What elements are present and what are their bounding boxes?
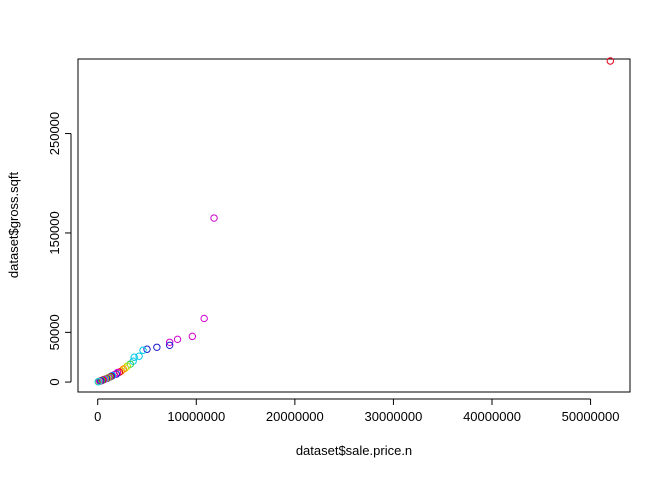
data-point	[210, 214, 218, 222]
y-axis-title: dataset$gross.sqft	[6, 172, 21, 279]
points-layer	[94, 57, 614, 386]
data-point	[173, 335, 182, 344]
data-point	[606, 57, 614, 65]
data-point	[200, 314, 208, 323]
x-tick-label: 40000000	[463, 409, 521, 424]
plot-frame	[77, 58, 631, 393]
x-axis: 0 10000000 20000000 30000000 40000000 5000000…	[94, 398, 620, 424]
data-point	[135, 352, 143, 360]
x-tick-label: 0	[94, 409, 101, 424]
data-point	[153, 343, 161, 351]
x-tick-label: 20000000	[266, 409, 324, 424]
data-point	[165, 341, 174, 349]
y-tick-label: 0	[47, 378, 62, 385]
y-axis: 0 50000 150000 250000	[47, 112, 72, 386]
data-point	[94, 378, 102, 386]
x-tick-label: 50000000	[562, 409, 620, 424]
x-axis-title: dataset$sale.price.n	[296, 443, 412, 458]
data-point	[165, 338, 174, 346]
data-point	[130, 353, 138, 361]
x-tick-label: 10000000	[167, 409, 225, 424]
data-point	[139, 346, 147, 354]
x-tick-label: 30000000	[365, 409, 423, 424]
y-tick-label: 150000	[47, 211, 62, 254]
data-point	[188, 332, 197, 341]
y-tick-label: 50000	[47, 314, 62, 350]
data-point	[143, 345, 151, 353]
y-tick-label: 250000	[47, 112, 62, 155]
